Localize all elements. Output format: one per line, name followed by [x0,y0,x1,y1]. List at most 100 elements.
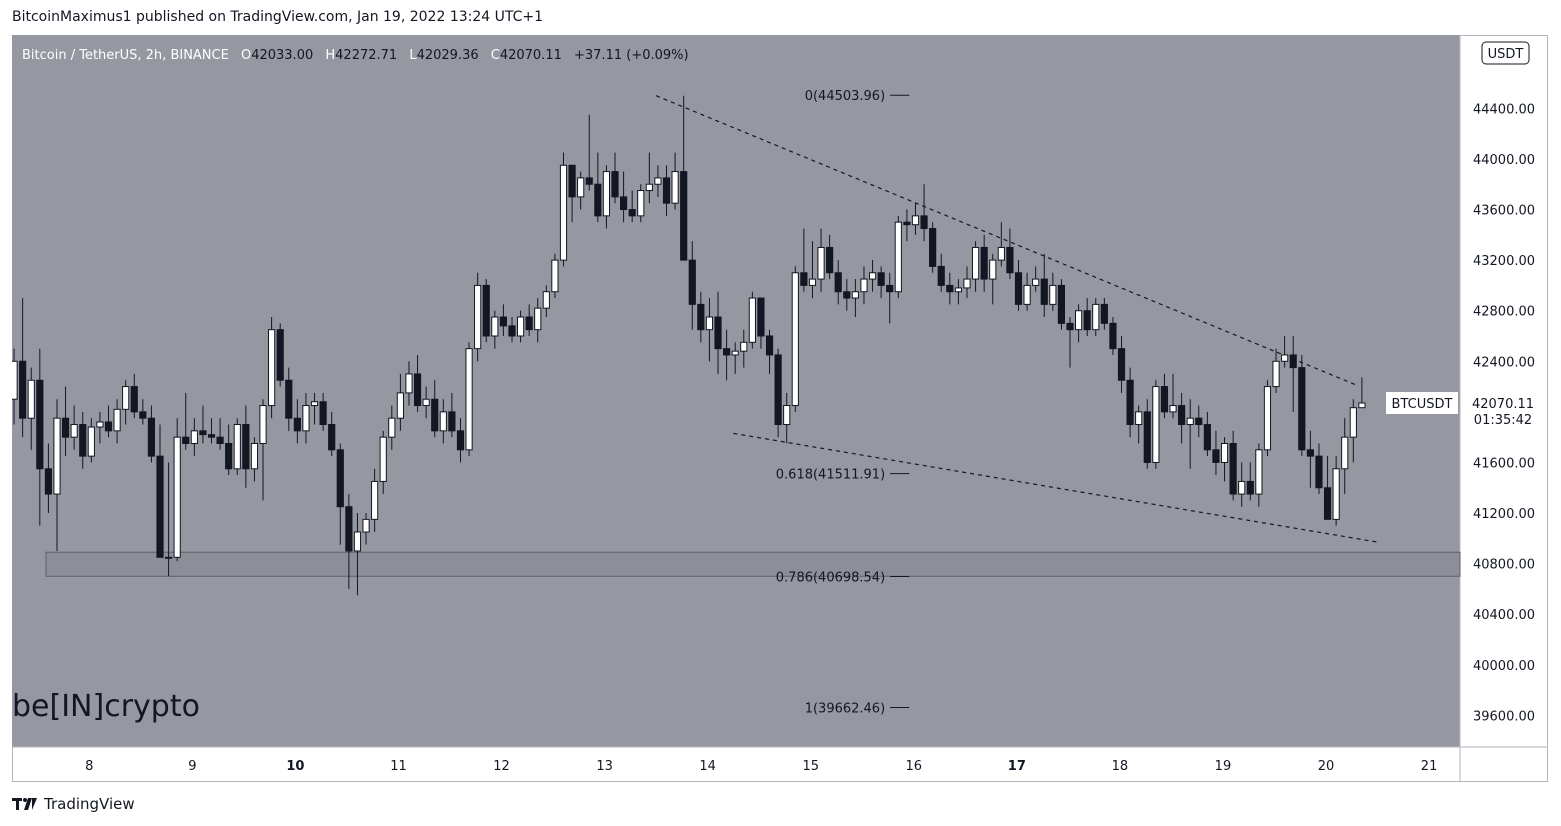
candle-body-up [817,246,825,280]
candle [920,184,928,242]
close-label: C [491,48,500,63]
time-tick-label: 8 [85,759,93,774]
trendline-resistance[interactable] [655,95,1358,386]
candle-body-down [499,316,507,327]
candle-body-down [147,417,156,457]
candle [207,418,216,444]
candle [1117,335,1126,393]
candle [499,304,507,336]
symbol-tag-box [1386,392,1458,415]
candle-body-up [164,556,173,559]
candle-body-down [1057,284,1066,324]
fib-level[interactable]: 0(44503.96) [805,89,910,104]
candle-body-down [714,316,722,350]
time-axis[interactable]: 8 9 10 11 12 13 14 15 16 17 18 19 20 21 [85,759,1437,774]
candle [817,228,825,292]
price-tick-label: 40400.00 [1473,608,1535,623]
price-axis[interactable]: 39600.00 40000.00 40400.00 40800.00 41200.00… [1473,102,1535,724]
candle [1255,443,1263,507]
candle-body-down [508,325,516,337]
fib-level-label: 1(39662.46) [805,701,885,716]
price-tick-label: 42800.00 [1473,305,1535,320]
candle [113,399,121,444]
fib-level[interactable]: 0.786(40698.54) [776,570,910,585]
candle-body-down [1323,487,1332,520]
time-tick-label: 14 [699,759,716,774]
candle-body-up [353,531,362,552]
candle-body-down [199,430,207,436]
candle [551,253,559,299]
candle-body-down [139,411,147,419]
candle-body-up [250,442,259,470]
candle [474,272,482,362]
candle-body-up [1358,402,1366,409]
candle-body-down [765,335,774,356]
candle-body-down [903,221,911,226]
tradingview-brand[interactable]: TradingView [12,795,135,813]
candle [139,399,147,425]
candle-body-down [697,303,705,331]
candle-body-down [482,284,490,337]
candle [122,380,130,425]
time-tick-label: 20 [1318,759,1335,774]
candle [971,241,980,292]
candle-body-down [886,284,894,293]
candle-body-up [173,436,181,558]
candle-body-up [474,284,482,350]
candle [302,392,310,444]
candle-body-up [87,426,95,457]
candle-body-up [1272,360,1280,388]
price-chart[interactable]: 0(44503.96) 0.618(41511.91) 0.786(40698.54… [12,35,1548,782]
candle-body-up [542,291,550,309]
candle [156,424,164,558]
fib-level-label: 0(44503.96) [805,89,885,104]
candle-body-up [1238,480,1246,495]
candle-body-down [920,215,928,229]
candle [79,411,87,469]
low-label: L [409,48,417,63]
candle [1195,405,1203,438]
candle-body-down [688,259,696,305]
candle [1306,430,1314,488]
candle [585,114,593,191]
trendline-support[interactable] [733,432,1378,543]
candle [611,152,619,204]
candle-body-up [602,171,611,217]
open-label: O [241,48,251,63]
candle-body-down [1109,322,1117,350]
fib-level[interactable]: 1(39662.46) [805,701,910,716]
candle-body-up [731,350,739,356]
candle-body-up [1169,405,1177,413]
fibonacci-levels: 0(44503.96) 0.618(41511.91) 0.786(40698.54… [776,89,910,716]
currency-badge[interactable]: USDT [1481,41,1530,65]
candle [242,405,250,488]
candle-body-up [1075,310,1083,331]
candle-body-up [705,316,714,331]
candle-body-down [1160,386,1169,413]
candle-body-down [336,449,344,508]
candle-body-up [1220,442,1229,463]
candle [482,279,490,343]
candle [1109,317,1117,355]
candle-body-down [104,421,113,432]
candle [989,253,997,305]
fib-level[interactable]: 0.618(41511.91) [776,468,910,483]
candle-body-up [422,398,430,407]
candle [173,418,181,562]
support-zone [45,551,1461,577]
candle-body-up [302,405,310,432]
candle-body-up [12,360,18,400]
candle [877,266,885,299]
candle [1092,298,1100,336]
candle [525,304,533,336]
candle-body-up [894,221,902,293]
candle-body-down [800,272,808,286]
candle-body-up [1281,354,1289,362]
price-tick-label: 41200.00 [1473,507,1535,522]
candle [637,184,645,223]
candle-body-up [740,341,748,352]
candle-body-down [1143,411,1151,463]
candle [1358,377,1366,409]
candle [697,291,705,343]
candle-body-down [1195,417,1203,426]
